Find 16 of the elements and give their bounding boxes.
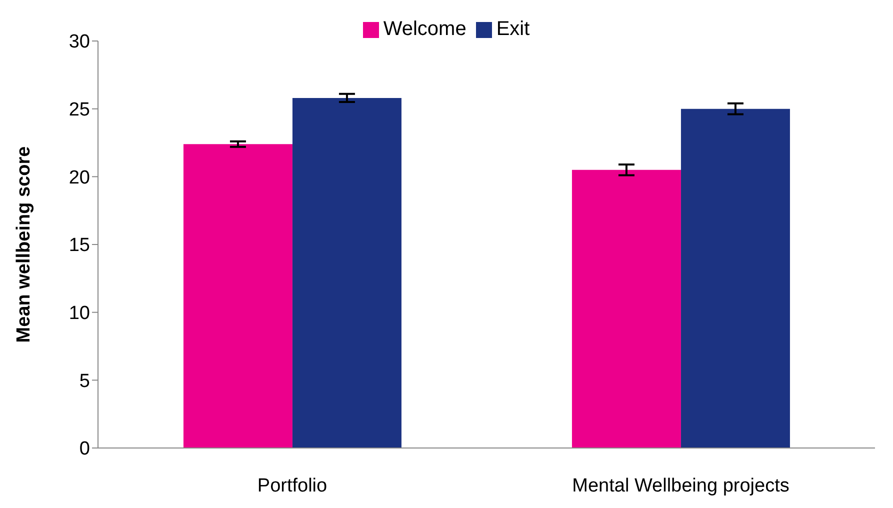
bar xyxy=(572,170,681,448)
y-tick-label: 15 xyxy=(68,235,90,256)
legend-label: Exit xyxy=(496,18,530,40)
bar xyxy=(680,108,790,448)
y-tick-label: 20 xyxy=(68,167,90,188)
y-tick-label: 5 xyxy=(79,370,90,392)
legend-label: Welcome xyxy=(383,18,466,40)
y-tick-label: 0 xyxy=(79,438,90,460)
y-tick-label: 25 xyxy=(68,100,90,121)
bar xyxy=(183,144,292,448)
y-tick-label: 10 xyxy=(68,303,90,324)
y-axis-title: Mean wellbeing score xyxy=(14,146,35,343)
y-tick-label: 30 xyxy=(68,32,90,53)
x-tick-label: Mental Wellbeing projects xyxy=(572,475,790,496)
bar xyxy=(292,98,402,448)
x-tick-label: Portfolio xyxy=(257,475,328,496)
